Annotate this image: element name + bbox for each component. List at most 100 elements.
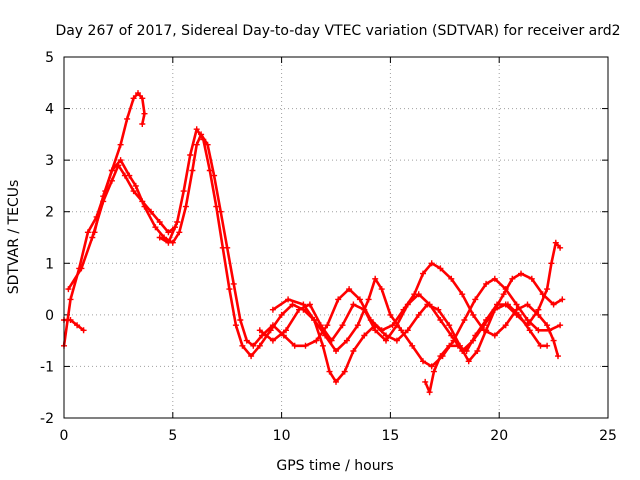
data-point [311,317,318,323]
plus-marker [182,203,189,210]
plus-marker [559,296,566,303]
plus-marker [454,342,461,349]
plus-marker [428,363,435,370]
data-point [550,301,557,308]
chart-title: Day 267 of 2017, Sidereal Day-to-day VTE… [55,23,620,39]
plus-marker [393,322,400,329]
plus-marker [415,311,422,318]
x-tick-label: 20 [490,428,508,444]
data-point [483,327,490,334]
data-point [524,301,531,308]
plus-marker [426,301,433,308]
plus-marker [230,280,237,287]
plus-marker [470,311,477,318]
plus-marker [108,177,115,184]
y-tick-label: 4 [45,102,54,118]
data-point [239,342,246,349]
data-point [398,327,405,334]
plus-marker [80,327,87,334]
plus-marker [361,332,368,339]
data-point [446,322,453,329]
data-point [437,353,444,360]
plus-marker [437,353,444,360]
data-series [61,90,566,396]
data-point [139,121,146,127]
data-point [269,337,276,344]
plus-marker [226,286,233,293]
data-point [535,306,542,313]
plus-marker [415,291,422,298]
y-tick-label: -2 [40,411,54,427]
plus-marker [428,260,435,267]
plus-marker [141,110,148,117]
data-point [313,337,320,344]
plus-marker [333,348,339,354]
plus-marker [361,306,368,313]
data-point [237,317,244,323]
plus-marker [448,275,455,282]
plus-marker [365,296,372,303]
plus-marker [328,337,335,344]
plus-marker [302,342,309,349]
plus-marker [148,208,154,215]
data-point [502,322,509,329]
data-point [141,110,148,117]
data-point [435,306,442,313]
data-point [67,296,74,303]
plus-marker [213,203,220,210]
y-tick-label: -1 [40,359,54,375]
data-point [219,244,226,251]
data-point [132,182,139,189]
plus-marker [420,270,426,277]
data-point [426,389,433,396]
data-point [548,260,555,267]
data-point [256,327,263,334]
axis-ticks [63,56,609,419]
plus-marker [350,348,357,354]
plus-marker [515,311,522,318]
plus-marker [237,317,244,323]
plus-marker [435,306,442,313]
plus-marker [446,342,453,349]
data-point [335,296,342,303]
data-point [319,342,326,349]
plus-marker [346,286,353,293]
plus-marker [372,327,379,334]
data-point [544,322,551,329]
plus-marker [461,317,468,323]
plus-marker [422,378,429,385]
data-point [361,332,368,339]
plus-marker [243,337,250,344]
plus-marker [326,368,333,375]
data-point [296,306,302,313]
plus-marker [537,342,544,349]
plus-marker [126,172,133,179]
plus-marker [180,188,187,195]
plus-marker [141,203,148,210]
data-point [420,358,426,365]
data-point [84,229,91,236]
plus-marker [285,296,292,303]
plus-marker [535,311,542,318]
plus-marker [483,317,490,323]
x-tick-label: 5 [168,428,177,444]
data-point [339,322,346,329]
y-tick-label: 0 [45,308,54,324]
plus-marker [117,141,124,148]
plus-marker [354,322,361,329]
plus-marker [306,301,313,308]
data-point [182,203,189,210]
data-point [428,363,435,370]
data-point [108,167,115,174]
plus-marker [239,342,246,349]
data-point [256,342,263,349]
data-point [243,337,250,344]
series-track-6 [258,241,562,353]
data-point [130,188,137,195]
plus-marker [483,327,490,334]
data-point [483,317,490,323]
plus-marker [317,322,324,329]
x-tick-label: 0 [60,428,69,444]
plus-marker [187,152,194,158]
